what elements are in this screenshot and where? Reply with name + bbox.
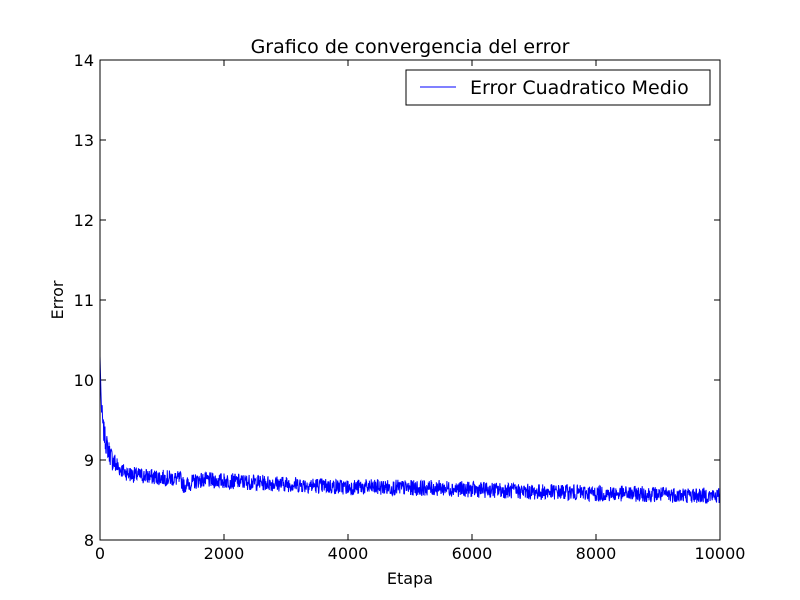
y-tick-label: 12 <box>74 211 94 230</box>
x-tick-label: 2000 <box>204 544 245 563</box>
y-tick-label: 13 <box>74 131 94 150</box>
legend-label: Error Cuadratico Medio <box>470 77 689 99</box>
y-tick-label: 10 <box>74 371 94 390</box>
x-tick-label: 6000 <box>452 544 493 563</box>
x-axis-label: Etapa <box>387 569 433 588</box>
y-tick-label: 9 <box>84 451 94 470</box>
x-tick-label: 0 <box>95 544 105 563</box>
plot-frame <box>99 59 721 541</box>
y-axis-label: Error <box>48 280 67 319</box>
legend: Error Cuadratico Medio <box>405 69 711 106</box>
tick-marks <box>99 59 721 541</box>
legend-box <box>405 69 711 106</box>
x-tick-label: 4000 <box>328 544 369 563</box>
chart-title: Grafico de convergencia del error <box>251 36 570 58</box>
y-tick-label: 8 <box>84 531 94 550</box>
y-tick-label: 11 <box>74 291 94 310</box>
x-tick-label: 8000 <box>576 544 617 563</box>
series-line-error-cuadratico-medio <box>99 355 721 504</box>
x-tick-label: 10000 <box>695 544 746 563</box>
y-tick-label: 14 <box>74 51 94 70</box>
tick-labels: 0 2000 4000 6000 8000 10000 8 9 10 11 12 13 14 <box>74 51 746 563</box>
